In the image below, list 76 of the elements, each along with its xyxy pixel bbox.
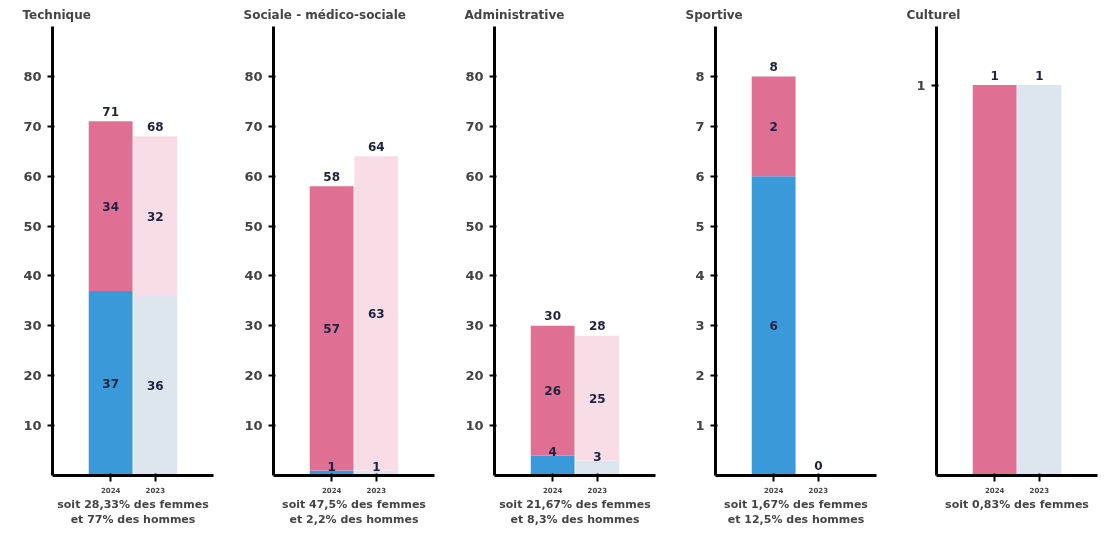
y-tick-label: 20 — [465, 368, 484, 384]
text: soit 28,33% des femmes et 77% des hommes — [57, 497, 210, 526]
data-label: 37 — [102, 376, 119, 391]
data-label: 25 — [589, 391, 606, 406]
y-tick-label: 30 — [23, 318, 42, 334]
text: soit 1,67% des femmes et 12,5% des hommes — [724, 497, 869, 526]
y-tick-label: 40 — [465, 268, 484, 284]
data-label: 32 — [147, 209, 164, 224]
y-tick-label: 70 — [23, 118, 42, 134]
total-label: 1 — [990, 68, 999, 83]
y-tick-label: 40 — [23, 268, 42, 284]
y-tick-label: 60 — [465, 168, 484, 184]
total-label: 30 — [544, 309, 561, 324]
data-label: 6 — [769, 319, 778, 334]
y-tick-label: 80 — [23, 68, 42, 84]
data-label: 4 — [548, 444, 557, 459]
y-tick-label: 8 — [695, 68, 705, 84]
bar — [133, 136, 178, 296]
bar — [575, 335, 620, 461]
chart-title: Sportive — [685, 7, 743, 22]
y-tick-label: 4 — [695, 268, 705, 284]
data-label: 3 — [593, 449, 602, 464]
chart-title: Sociale - médico-sociale — [243, 7, 406, 22]
y-tick-label: 80 — [465, 68, 484, 84]
total-label: 1 — [1035, 68, 1044, 83]
bar — [133, 295, 178, 476]
total-label: 64 — [368, 139, 385, 154]
data-label: 63 — [368, 306, 385, 321]
bar — [354, 156, 399, 471]
data-label: 57 — [323, 321, 340, 336]
y-tick-label: 70 — [465, 118, 484, 134]
total-label: 28 — [589, 319, 606, 334]
y-tick-label: 50 — [244, 218, 263, 234]
y-tick-label: 1 — [695, 418, 705, 434]
y-tick-label: 60 — [244, 168, 263, 184]
chart-title: Culturel — [906, 7, 961, 22]
y-tick-label: 30 — [465, 318, 484, 334]
bar — [88, 290, 133, 476]
y-tick-label: 10 — [244, 418, 263, 434]
y-tick-label: 80 — [244, 68, 263, 84]
bar — [530, 455, 575, 476]
y-tick-label: 60 — [23, 168, 42, 184]
y-tick-label: 50 — [465, 218, 484, 234]
bar — [88, 121, 133, 291]
text: soit 0,83% des femmes — [945, 497, 1090, 511]
y-tick-label: 40 — [244, 268, 263, 284]
y-tick-label: 50 — [23, 218, 42, 234]
total-label: 58 — [323, 169, 340, 184]
data-label: 1 — [327, 459, 336, 474]
bar — [530, 325, 575, 456]
y-tick-label: 10 — [465, 418, 484, 434]
y-tick-label: 20 — [23, 368, 42, 384]
text: soit 21,67% des femmes et 8,3% des hommes — [499, 497, 652, 526]
y-tick-label: 7 — [695, 118, 705, 134]
data-label: 1 — [372, 459, 381, 474]
chart-title: Administrative — [464, 7, 565, 22]
text: soit 47,5% des femmes et 2,2% des hommes — [282, 497, 427, 526]
y-tick-label: 6 — [695, 168, 705, 184]
data-label: 36 — [147, 379, 164, 394]
total-label: 8 — [769, 60, 778, 74]
data-label: 26 — [544, 384, 561, 399]
bar — [309, 186, 354, 471]
y-tick-label: 10 — [23, 418, 42, 434]
y-tick-label: 5 — [695, 218, 705, 234]
total-label: 71 — [102, 104, 119, 119]
text: 1 — [916, 77, 926, 93]
y-tick-label: 2 — [695, 368, 705, 384]
y-tick-label: 30 — [244, 318, 263, 334]
y-tick-label: 20 — [244, 368, 263, 384]
data-label: 2 — [769, 119, 778, 134]
total-label: 68 — [147, 119, 164, 134]
y-tick-label: 70 — [244, 118, 263, 134]
total-label: 0 — [814, 459, 823, 474]
chart-title: Technique — [22, 7, 91, 22]
y-tick-label: 3 — [695, 318, 705, 334]
data-label: 34 — [102, 199, 119, 214]
